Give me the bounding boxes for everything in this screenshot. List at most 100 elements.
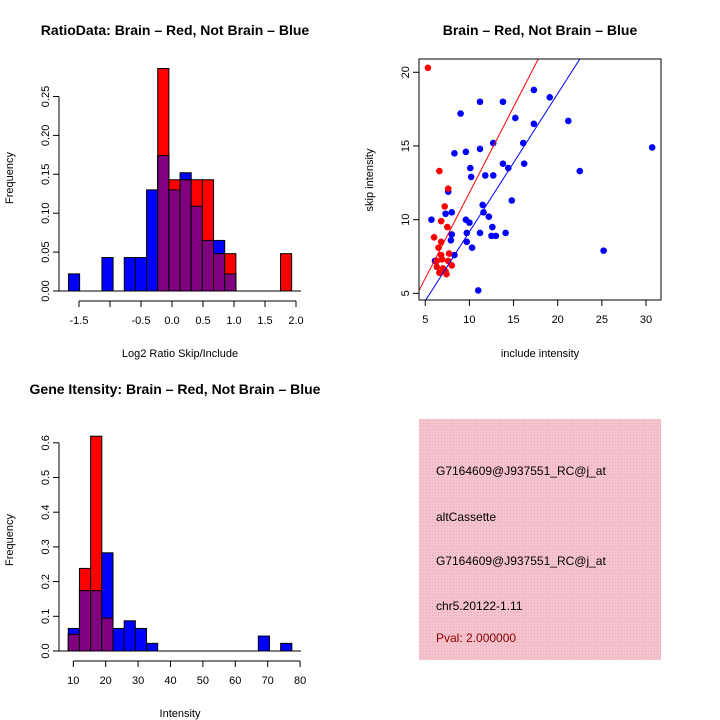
scatter-point-blue	[476, 98, 484, 106]
intensity-bar-blue	[123, 620, 136, 652]
scatter-point-blue	[512, 114, 519, 122]
scatter-point-red	[430, 234, 438, 241]
scatter-point-blue	[462, 148, 470, 156]
scatter-point-blue	[457, 110, 464, 117]
ratio-histogram: -1.5 -0.5 0.0 0.5 1.0 1.5 2.0 0.00 0.05 0.10 0.15 0…	[40, 67, 304, 327]
scatter-point-blue	[451, 150, 458, 157]
ratio-hist-xlabel: Log2 Ratio Skip/Include	[122, 348, 238, 360]
fit-line-blue	[425, 59, 581, 300]
intensity-x-tick-label: 80	[294, 675, 306, 687]
scatter-x-tick-label: 10	[463, 314, 475, 326]
scatter-point-red	[424, 64, 432, 72]
intensity-hist-ylabel: Frequency	[4, 514, 16, 566]
scatter-y-tick-label: 5	[400, 290, 412, 296]
intensity-x-tick-label: 50	[197, 675, 209, 687]
intensity-x-tick-label: 60	[229, 675, 241, 687]
scatter-point-blue	[448, 208, 456, 216]
scatter-point-blue	[428, 216, 435, 223]
scatter-y-tick-label: 15	[400, 140, 412, 152]
intensity-bar-overlap	[67, 633, 80, 652]
ratio-x-tick-label: 1.0	[226, 315, 241, 327]
scatter-point-red	[444, 185, 452, 193]
intensity-hist-xlabel: Intensity	[160, 708, 201, 720]
scatter-point-blue	[448, 231, 456, 238]
scatter-point-blue	[474, 287, 482, 294]
ratio-bar-overlap	[190, 205, 203, 292]
ratio-bar-overlap	[157, 155, 170, 292]
intensity-y-tick-label: 0.6	[40, 435, 52, 450]
intensity-hist-title: Gene Itensity: Brain – Red, Not Brain – …	[30, 381, 321, 397]
info-event-type: altCassette	[436, 510, 496, 524]
info-pval: Pval: 2.000000	[436, 631, 516, 645]
ratio-bar-blue	[146, 189, 159, 292]
scatter-ylabel: skip intensity	[364, 148, 376, 211]
scatter-point-red	[444, 223, 451, 231]
scatter-point-blue	[530, 86, 538, 94]
scatter-point-blue	[489, 172, 497, 179]
scatter-plot: 5 10 15 20 25 30 5 10 15 20	[400, 58, 662, 326]
scatter-point-red	[433, 263, 441, 271]
scatter-y-tick-label: 10	[400, 214, 412, 226]
ratio-x-tick-label: 0.0	[164, 315, 179, 327]
scatter-point-blue	[576, 167, 584, 175]
scatter-point-blue	[463, 238, 471, 246]
scatter-point-blue	[468, 244, 476, 251]
scatter-point-red	[443, 270, 450, 278]
ratio-bar-overlap	[201, 239, 215, 292]
intensity-x-tick-label: 10	[67, 675, 79, 687]
info-background	[419, 419, 661, 660]
scatter-point-blue	[489, 223, 496, 231]
intensity-x-tick-label: 30	[132, 675, 144, 687]
scatter-point-blue	[467, 173, 475, 181]
scatter-point-blue	[476, 145, 484, 153]
intensity-y-tick-label: 0.0	[40, 643, 52, 658]
scatter-point-blue	[466, 219, 473, 226]
scatter-point-blue	[479, 201, 486, 209]
scatter-title: Brain – Red, Not Brain – Blue	[443, 22, 638, 38]
intensity-bar-overlap	[101, 617, 114, 652]
fit-line-red	[419, 59, 539, 291]
ratio-bar-blue	[101, 257, 114, 292]
scatter-point-blue	[530, 120, 538, 128]
ratio-y-tick-label: 0.00	[40, 280, 52, 301]
scatter-point-blue	[482, 172, 489, 179]
ratio-hist-title: RatioData: Brain – Red, Not Brain – Blue	[41, 22, 310, 38]
ratio-bar-overlap	[213, 253, 226, 292]
scatter-x-tick-label: 20	[552, 314, 564, 326]
scatter-point-blue	[447, 237, 455, 244]
intensity-bar-blue	[257, 635, 270, 652]
scatter-point-blue	[485, 213, 493, 221]
scatter-x-tick-label: 25	[596, 314, 608, 326]
info-location: chr5.20122-1.11	[436, 599, 523, 613]
ratio-hist-ylabel: Frequency	[4, 152, 16, 204]
scatter-point-red	[438, 256, 446, 263]
scatter-point-blue	[442, 210, 449, 218]
scatter-point-red	[441, 203, 448, 210]
scatter-x-tick-label: 30	[640, 314, 652, 326]
info-probe-id: G7164609@J937551_RC@j_at	[436, 464, 606, 478]
scatter-point-red	[448, 262, 456, 269]
scatter-point-blue	[508, 197, 516, 204]
scatter-point-blue	[499, 98, 507, 106]
scatter-point-blue	[648, 144, 656, 151]
intensity-y-tick-label: 0.2	[40, 574, 52, 589]
intensity-bar-overlap	[78, 590, 92, 652]
scatter-frame	[418, 58, 662, 301]
scatter-point-blue	[600, 247, 607, 254]
intensity-x-tick-label: 40	[164, 675, 176, 687]
ratio-bar-overlap	[168, 189, 181, 292]
intensity-x-tick-label: 20	[100, 675, 112, 687]
ratio-y-tick-label: 0.05	[40, 241, 52, 262]
scatter-point-blue	[476, 229, 484, 237]
ratio-bar-red	[280, 253, 293, 292]
scatter-point-blue	[499, 160, 507, 167]
ratio-x-tick-label: 2.0	[288, 315, 303, 327]
info-panel: G7164609@J937551_RC@j_at altCassette G71…	[419, 419, 661, 660]
ratio-x-tick-label: -1.5	[70, 315, 89, 327]
intensity-histogram: 10 20 30 40 50 60 70 80 0.0 0.1 0.2 0.3 0.4 0.5 0.6	[40, 435, 306, 687]
scatter-y-tick-label: 20	[400, 66, 412, 78]
ratio-bar-blue	[67, 273, 81, 292]
ratio-y-tick-label: 0.20	[40, 125, 52, 146]
ratio-x-tick-label: -0.5	[132, 315, 151, 327]
